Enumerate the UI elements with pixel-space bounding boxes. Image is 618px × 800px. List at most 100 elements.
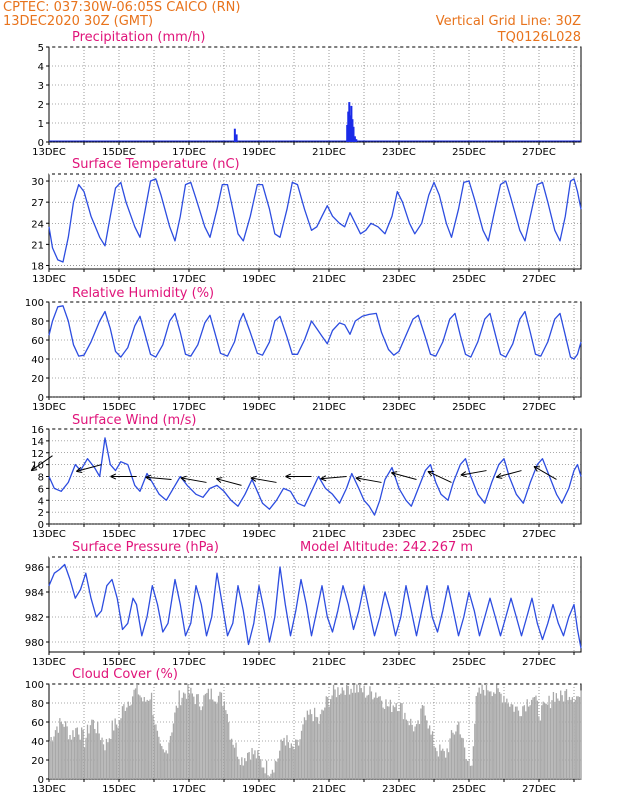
wind-arrow-head	[533, 466, 538, 472]
cloud-bar	[466, 760, 469, 779]
data-point	[222, 184, 224, 186]
y-tick-label: 2	[38, 508, 44, 519]
wind-arrow-head	[496, 472, 502, 478]
data-point	[227, 184, 229, 186]
data-point	[411, 610, 413, 612]
x-tick-label: 27DEC	[522, 402, 556, 413]
data-point	[269, 641, 271, 643]
cloud-bar	[576, 696, 578, 779]
cloud-bar	[373, 697, 375, 779]
cloud-bar	[433, 745, 435, 779]
cloud-bar	[162, 749, 164, 779]
cloud-bar	[418, 724, 421, 779]
data-point	[537, 464, 539, 466]
data-point	[395, 635, 397, 637]
x-tick-label: 15DEC	[102, 274, 136, 285]
cloud-bar	[389, 699, 392, 779]
cloud-bar	[324, 707, 326, 779]
cloud-bar	[446, 748, 448, 779]
cloud-bar	[493, 692, 495, 779]
data-point	[120, 356, 122, 358]
cloud-bar	[143, 697, 145, 779]
data-point	[568, 616, 570, 618]
cloud-bar	[193, 696, 195, 779]
cloud-bar	[407, 720, 409, 779]
y-tick-label: 18	[31, 261, 44, 272]
cloud-bar	[539, 720, 541, 779]
data-point	[398, 488, 400, 490]
cloud-bar	[463, 747, 466, 779]
cloud-bar	[468, 760, 470, 779]
cloud-bar	[429, 725, 431, 779]
cloud-bar	[513, 711, 515, 779]
data-point	[388, 349, 390, 351]
data-point	[474, 198, 476, 200]
data-point	[558, 623, 560, 625]
cloud-bar	[533, 696, 536, 779]
cloud-bar	[474, 723, 476, 779]
cloud-bar	[235, 742, 237, 779]
data-point	[503, 458, 505, 460]
data-point	[363, 500, 365, 502]
data-point	[216, 485, 218, 487]
cloud-bar	[216, 703, 218, 779]
data-point	[316, 328, 318, 330]
data-point	[111, 579, 113, 581]
cloud-bar	[555, 693, 557, 779]
cloud-bar	[265, 760, 268, 779]
data-point	[505, 180, 507, 182]
cloud-bar	[549, 708, 552, 779]
data-point	[416, 635, 418, 637]
cloud-bar	[322, 710, 325, 779]
x-tick-label: 25DEC	[452, 657, 486, 668]
data-point	[460, 335, 462, 337]
data-point	[73, 344, 75, 346]
cloud-bar	[385, 699, 387, 779]
cloud-bar	[289, 747, 291, 779]
precip-bar	[346, 124, 349, 142]
y-tick-label: 20	[31, 756, 44, 767]
cloud-bar	[424, 715, 426, 779]
data-point	[139, 491, 141, 493]
cloud-bar	[332, 684, 335, 779]
data-point	[136, 604, 138, 606]
data-point	[306, 604, 308, 606]
cloud-bar	[169, 735, 172, 779]
cloud-bar	[279, 750, 281, 779]
data-point	[155, 178, 157, 180]
data-point	[262, 184, 264, 186]
data-point	[561, 502, 563, 504]
cloud-bar	[500, 693, 502, 779]
data-point	[500, 635, 502, 637]
cloud-bar	[155, 724, 157, 779]
data-point	[190, 623, 192, 625]
data-point	[257, 184, 259, 186]
cloud-bar	[296, 739, 298, 779]
cloud-bar	[300, 730, 303, 779]
cloud-bar	[447, 752, 450, 779]
cloud-bar	[472, 746, 474, 779]
cloud-bar	[229, 739, 231, 779]
x-tick-label: 15DEC	[102, 784, 136, 795]
data-point	[104, 245, 106, 247]
data-point	[290, 491, 292, 493]
x-tick-label: 25DEC	[452, 529, 486, 540]
wind-arrow-head	[460, 471, 467, 476]
cloud-bar	[117, 727, 119, 779]
wind-arrow-head	[460, 474, 467, 478]
data-point	[458, 635, 460, 637]
y-tick-label: 20	[31, 374, 44, 385]
data-point	[297, 354, 299, 356]
data-point	[339, 322, 341, 324]
data-point	[297, 502, 299, 504]
wind-arrow-head	[320, 478, 327, 482]
cloud-bar	[172, 723, 175, 779]
cloud-bar	[233, 747, 236, 779]
cloud-bar	[123, 704, 125, 779]
cloud-bar	[477, 692, 479, 779]
cloud-bar	[180, 705, 182, 779]
wind-arrow-head	[355, 475, 362, 479]
data-point	[568, 488, 570, 490]
data-point	[190, 182, 192, 184]
data-point	[397, 191, 399, 193]
